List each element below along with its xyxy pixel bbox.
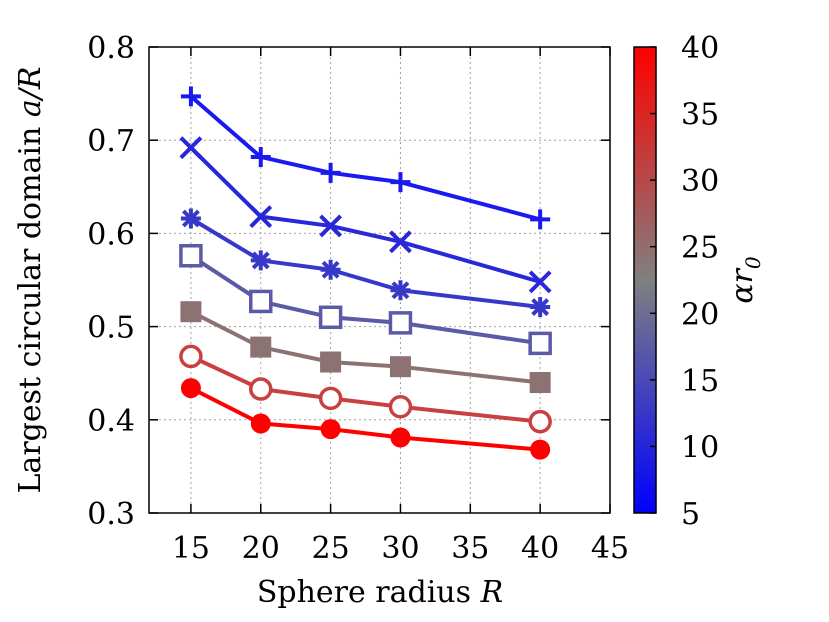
data-point-cross	[389, 230, 412, 254]
data-point-open-circle	[179, 344, 203, 369]
data-point-plus	[390, 172, 411, 193]
y-axis-label: Largest circular domain a/R	[13, 67, 48, 494]
series-line	[189, 216, 541, 310]
data-point-plus	[250, 146, 271, 167]
series-line	[190, 386, 541, 452]
colorbar-tick-label: 35	[681, 98, 719, 133]
plot-frame	[148, 46, 611, 514]
series-open-circle	[179, 344, 552, 434]
data-point-filled-circle	[320, 419, 341, 440]
data-point-open-square	[388, 311, 413, 335]
data-point-cross	[319, 214, 343, 238]
data-point-asterisk	[250, 250, 271, 271]
x-axis-label: Sphere radius R	[257, 575, 503, 610]
data-point-asterisk	[530, 297, 551, 318]
series-plus	[180, 86, 551, 230]
colorbar-label: αr0	[725, 256, 765, 304]
data-point-filled-circle	[250, 413, 271, 434]
colorbar-tick-label: 25	[681, 231, 719, 266]
data-point-plus	[320, 162, 341, 183]
x-tick-label: 45	[591, 531, 629, 566]
colorbar-tick-label: 5	[681, 497, 700, 532]
series-line	[189, 146, 541, 284]
data-point-filled-square	[180, 301, 202, 323]
series-cross	[179, 136, 552, 294]
series-line	[190, 309, 541, 385]
series-filled-circle	[180, 378, 551, 460]
x-tick-label: 40	[521, 531, 559, 566]
colorbar-tick-label: 40	[681, 31, 719, 66]
data-point-asterisk	[320, 259, 341, 280]
data-point-filled-circle	[180, 378, 201, 399]
data-point-open-square	[249, 289, 273, 314]
data-point-asterisk	[390, 280, 411, 301]
y-tick-label: 0.4	[87, 404, 135, 439]
series-asterisk	[180, 208, 551, 318]
data-point-filled-square	[250, 336, 272, 358]
data-point-cross	[249, 205, 273, 229]
data-point-open-circle	[249, 377, 273, 401]
colorbar-ticks: 5 10 15 20 25 30 35 40	[650, 31, 719, 532]
data-point-open-circle	[318, 386, 343, 411]
axes: 15 20 25 30 35 40 45 0.3 0.4 0.5 0.6 0.7 0.8	[87, 31, 629, 566]
data-point-open-square	[528, 331, 552, 356]
data-point-filled-square	[320, 351, 342, 373]
colorbar-tick-label: 30	[681, 164, 719, 199]
colorbar-tick-label: 15	[681, 364, 719, 399]
data-point-open-square	[318, 305, 343, 330]
data-point-plus	[530, 209, 551, 230]
y-tick-label: 0.3	[87, 497, 135, 532]
x-tick-label: 20	[242, 531, 280, 566]
data-point-filled-circle	[390, 427, 411, 448]
x-tick-label: 15	[172, 531, 210, 566]
y-tick-label: 0.5	[87, 311, 135, 346]
data-point-cross	[528, 270, 552, 294]
data-point-filled-square	[529, 372, 551, 394]
series-filled-square	[180, 301, 551, 394]
data-point-cross	[179, 136, 203, 160]
data-point-plus	[180, 86, 201, 107]
series-open-square	[179, 244, 552, 356]
data-point-filled-square	[389, 356, 411, 378]
colorbar	[633, 46, 657, 514]
y-tick-label: 0.8	[87, 31, 135, 66]
grid	[149, 47, 610, 513]
x-tick-label: 35	[451, 531, 489, 566]
x-tick-label: 25	[312, 531, 350, 566]
plot-series	[179, 86, 552, 460]
y-tick-label: 0.7	[87, 124, 135, 159]
data-point-open-circle	[388, 395, 413, 419]
y-tick-label: 0.6	[87, 217, 135, 252]
data-point-asterisk	[180, 208, 201, 229]
data-point-open-circle	[528, 409, 552, 434]
colorbar-tick-label: 10	[681, 430, 719, 465]
x-tick-label: 30	[381, 531, 419, 566]
data-point-open-square	[179, 244, 203, 268]
colorbar-tick-label: 20	[681, 297, 719, 332]
data-point-filled-circle	[530, 439, 551, 460]
